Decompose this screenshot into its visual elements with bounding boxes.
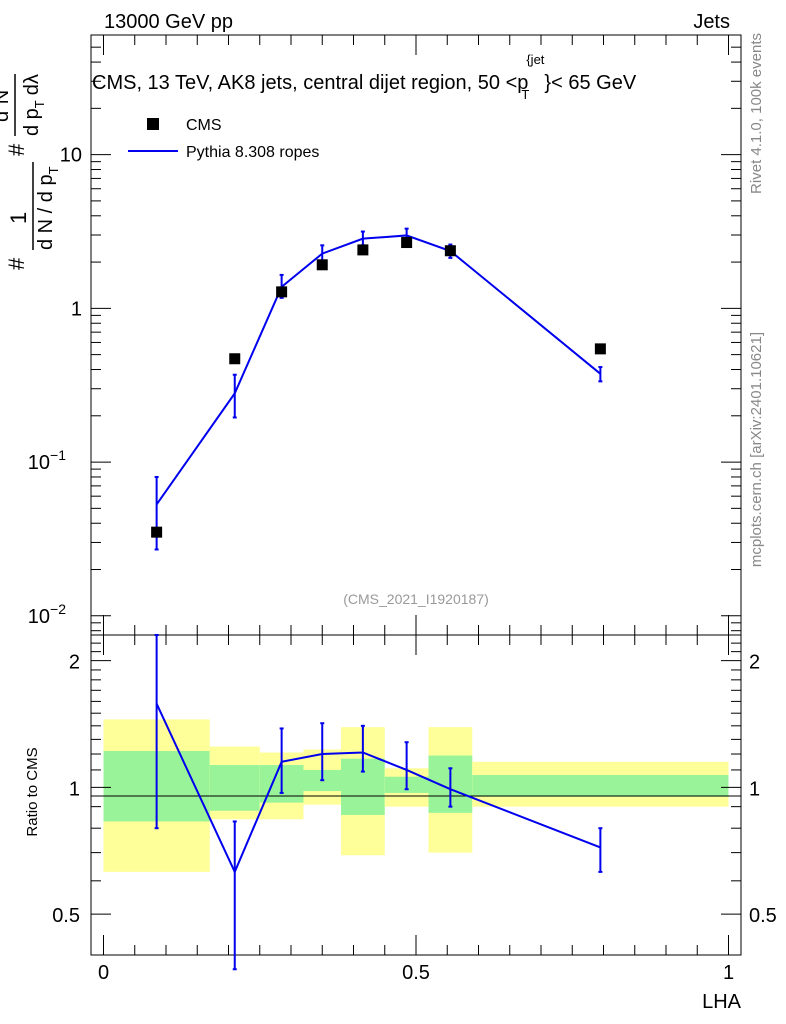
rivet-info: Rivet 4.1.0, 100k events [748, 33, 765, 194]
ratio-ytick-label-left: 1 [69, 778, 80, 800]
main-ytick-label: 10 [60, 145, 82, 167]
main-plot-data [151, 227, 606, 551]
xtick-label: 0.5 [402, 962, 430, 984]
legend-marker-cms [147, 118, 159, 130]
ratio-band-inner-1 [209, 765, 260, 811]
main-ytick-label: 1 [71, 298, 82, 320]
ratio-ytick-label-right: 2 [749, 652, 760, 674]
ylabel-numerator: d2N [0, 90, 13, 122]
main-y-axis-label: # 1 d N / d pT # d2N d pTdλ [0, 74, 61, 270]
ratio-line [155, 703, 601, 875]
x-axis-label: LHA [702, 991, 742, 1013]
mcplots-info: mcplots.cern.ch [arXiv:2401.10621] [748, 332, 765, 567]
ylabel-one: 1 [6, 212, 31, 224]
legend: CMS Pythia 8.308 ropes [128, 117, 319, 161]
cms-data-point [594, 343, 606, 355]
ratio-ytick-label-right: 1 [749, 778, 760, 800]
axis-ticks: 10−2 10−1 1 10 0.5 0.5 1 1 2 2 0 0.5 1 [28, 34, 777, 984]
main-ytick-label: 10−1 [28, 447, 66, 474]
ylabel-dpt-dlambda: d pTdλ [21, 74, 47, 136]
cms-data-point [444, 245, 456, 257]
analysis-id: (CMS_2021_I1920187) [343, 591, 489, 607]
cms-data-point [401, 237, 413, 249]
cms-data-point [316, 259, 328, 271]
ylabel-hash-2: # [4, 143, 29, 156]
header-left: 13000 GeV pp [104, 11, 233, 33]
plot-title: CMS, 13 TeV, AK8 jets, central dijet reg… [92, 52, 637, 102]
main-ytick-label: 10−2 [28, 601, 66, 628]
cms-data-point [229, 353, 241, 365]
cms-data-point [276, 286, 288, 298]
ratio-plot-data [154, 634, 603, 971]
xtick-label: 1 [723, 962, 734, 984]
legend-label-pythia: Pythia 8.308 ropes [186, 144, 319, 161]
ratio-ytick-label-right: 0.5 [749, 905, 777, 927]
ratio-ytick-label-left: 2 [69, 652, 80, 674]
xtick-label: 0 [98, 962, 109, 984]
ratio-y-axis-label: Ratio to CMS [24, 747, 41, 836]
ylabel-denominator: d N / d pT [35, 166, 61, 250]
legend-label-cms: CMS [186, 117, 222, 134]
ratio-ytick-label-left: 0.5 [52, 905, 80, 927]
ylabel-hash-1: # [4, 257, 29, 270]
ratio-band-inner-7 [472, 774, 729, 797]
pythia-line [155, 234, 602, 506]
header-right: Jets [693, 11, 730, 33]
cms-data-point [151, 526, 163, 538]
cms-data-point [357, 244, 369, 256]
